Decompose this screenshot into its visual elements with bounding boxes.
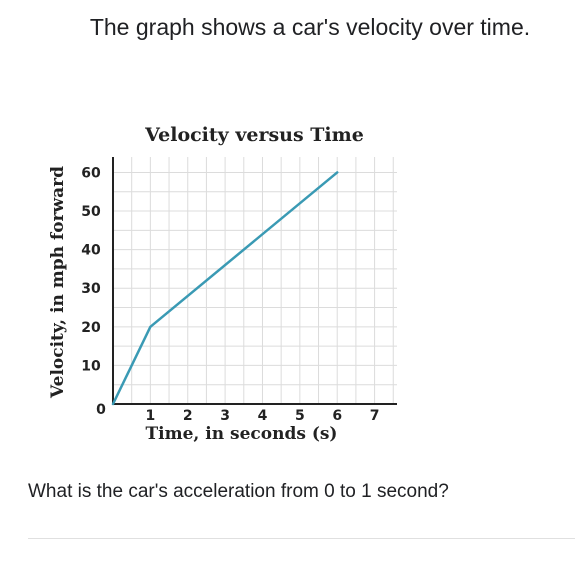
y-tick-label: 50 [81,204,101,220]
x-tick-label: 4 [258,408,268,424]
x-tick-label: 2 [183,408,193,424]
x-tick-label: 7 [370,408,380,424]
x-axis-label: Time, in seconds (s) [145,424,338,444]
y-tick-label: 10 [81,358,101,374]
chart-marks [111,171,339,406]
x-tick-label: 6 [332,408,342,424]
question-text: What is the car's acceleration from 0 to… [28,481,449,502]
intro-text: The graph shows a car's velocity over ti… [89,14,531,40]
x-tick-label: 5 [295,408,305,424]
x-tick-label: 3 [220,408,230,424]
y-tick-label: 40 [81,243,101,259]
y-tick-label: 30 [81,281,101,297]
chart-axes [112,157,397,405]
answer-divider [28,538,575,539]
chart-title: Velocity versus Time [145,124,364,146]
x-tick-label: 1 [145,408,155,424]
y-tick-label: 20 [81,320,101,336]
chart-grid [113,157,397,404]
chart-tick-labels: 10 20 30 40 50 60 1 2 3 4 5 6 7 0 [81,165,379,424]
velocity-line [111,171,339,406]
origin-label: 0 [96,402,106,418]
y-tick-label: 60 [81,165,101,181]
